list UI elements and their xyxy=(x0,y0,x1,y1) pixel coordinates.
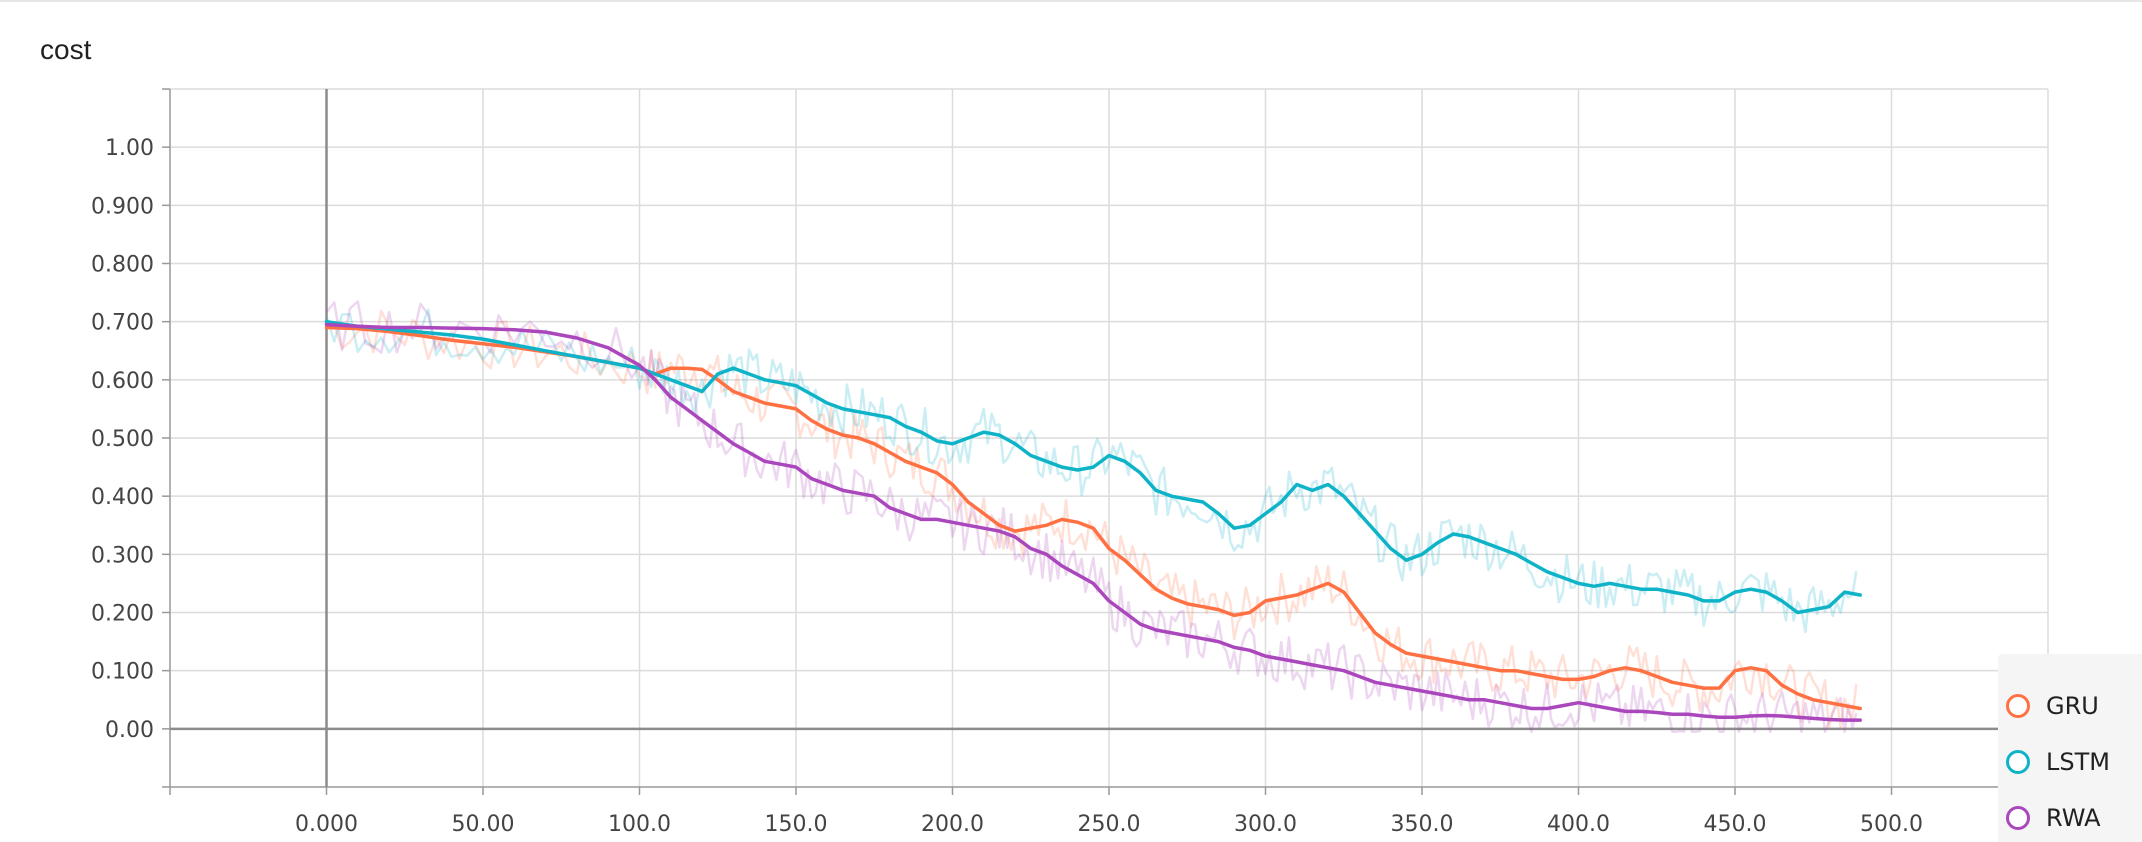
chart-title: cost xyxy=(40,34,92,65)
y-tick-label: 0.900 xyxy=(91,194,154,219)
x-tick-label: 400.0 xyxy=(1547,812,1610,837)
legend-item-rwa[interactable]: RWA xyxy=(2006,798,2101,838)
top-border xyxy=(0,0,2142,2)
x-tick-label: 0.000 xyxy=(295,812,358,837)
x-tick-label: 350.0 xyxy=(1391,812,1454,837)
y-tick-label: 0.100 xyxy=(91,660,154,685)
y-tick-label: 0.400 xyxy=(91,485,154,510)
y-tick-label: 0.200 xyxy=(91,602,154,627)
series-line-gru xyxy=(324,325,1862,711)
legend-swatch-lstm xyxy=(2006,750,2030,774)
legend-item-lstm[interactable]: LSTM xyxy=(2006,742,2110,782)
x-tick-label: 100.0 xyxy=(608,812,671,837)
x-tick-label: 500.0 xyxy=(1860,812,1923,837)
legend: GRU LSTM RWA xyxy=(1998,654,2142,842)
raw-trace-lstm xyxy=(325,308,1858,634)
legend-item-gru[interactable]: GRU xyxy=(2006,686,2099,726)
legend-label-gru: GRU xyxy=(2046,692,2099,720)
legend-label-rwa: RWA xyxy=(2046,804,2101,832)
y-tick-label: 0.600 xyxy=(91,369,154,394)
legend-label-lstm: LSTM xyxy=(2046,748,2110,776)
y-tick-label: 1.00 xyxy=(105,136,154,161)
y-tick-label: 0.500 xyxy=(91,427,154,452)
x-tick-label: 450.0 xyxy=(1704,812,1767,837)
x-tick-label: 250.0 xyxy=(1078,812,1141,837)
y-tick-label: 0.300 xyxy=(91,543,154,568)
grid-layer xyxy=(170,88,2049,787)
series-line-lstm xyxy=(324,319,1862,615)
legend-swatch-rwa xyxy=(2006,806,2030,830)
y-tick-label: 0.700 xyxy=(91,311,154,336)
tick-label-layer: 0.000 50.00 100.0 150.0 200.0 250.0 300.0 350.0… xyxy=(91,136,1923,837)
x-tick-label: 200.0 xyxy=(921,812,984,837)
x-tick-label: 300.0 xyxy=(1234,812,1297,837)
x-tick-label: 150.0 xyxy=(765,812,828,837)
x-tick-label: 50.00 xyxy=(452,812,515,837)
y-tick-label: 0.800 xyxy=(91,253,154,278)
y-tick-label: 0.00 xyxy=(105,718,154,743)
legend-swatch-gru xyxy=(2006,694,2030,718)
axis-layer xyxy=(162,88,2048,795)
series-line-rwa xyxy=(324,322,1862,722)
raw-trace-gru xyxy=(326,309,1858,730)
series-layer xyxy=(324,319,1862,722)
